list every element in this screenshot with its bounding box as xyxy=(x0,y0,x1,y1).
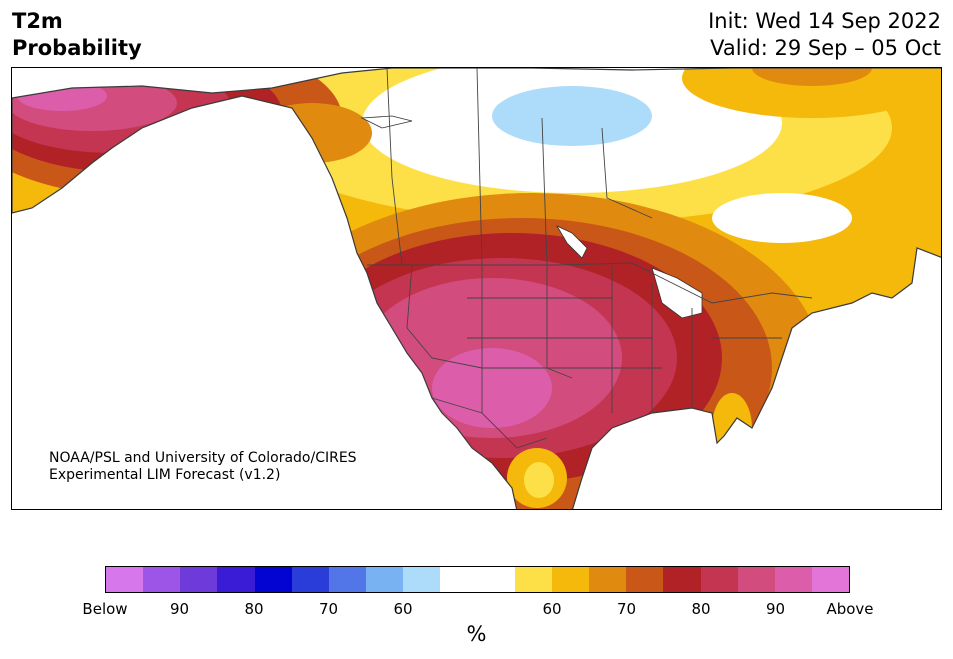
colorbar-cell xyxy=(403,567,441,592)
forecast-dates: Init: Wed 14 Sep 2022 Valid: 29 Sep – 05… xyxy=(708,8,941,62)
credit-line-1: NOAA/PSL and University of Colorado/CIRE… xyxy=(49,450,357,466)
init-date: Init: Wed 14 Sep 2022 xyxy=(708,9,941,33)
colorbar-ticks: Below 90 80 70 60 60 70 80 90 Above xyxy=(0,600,953,620)
colorbar-unit: % xyxy=(466,622,487,646)
valid-date: Valid: 29 Sep – 05 Oct xyxy=(710,36,941,60)
colorbar-cell xyxy=(626,567,664,592)
colorbar-tick-label: Above xyxy=(826,600,874,618)
colorbar-tick-label: 90 xyxy=(765,600,786,618)
colorbar-cell xyxy=(366,567,404,592)
colorbar-cell xyxy=(254,567,292,592)
title-line-2: Probability xyxy=(12,36,142,60)
colorbar-cell xyxy=(514,567,552,592)
colorbar-cell xyxy=(143,567,181,592)
colorbar-tick-label: 90 xyxy=(169,600,190,618)
map-title: T2m Probability xyxy=(12,8,142,62)
borders xyxy=(367,68,813,449)
colorbar-cell xyxy=(774,567,812,592)
colorbar-cell xyxy=(328,567,367,592)
colorbar xyxy=(105,566,850,593)
colorbar-cell xyxy=(217,567,255,592)
title-line-1: T2m xyxy=(12,9,63,33)
colorbar-cell xyxy=(663,567,701,592)
colorbar-tick-label: 60 xyxy=(393,600,413,618)
credit-text: NOAA/PSL and University of Colorado/CIRE… xyxy=(49,450,357,484)
map-canvas xyxy=(12,68,941,509)
colorbar-tick-label: 80 xyxy=(691,600,711,618)
colorbar-cell xyxy=(106,567,144,592)
colorbar-cell xyxy=(291,567,329,592)
colorbar-cell xyxy=(180,567,218,592)
probability-fill xyxy=(12,68,941,509)
colorbar-tick-label: 80 xyxy=(244,600,264,618)
colorbar-cell xyxy=(551,567,590,592)
colorbar-cell xyxy=(477,567,515,592)
colorbar-cell xyxy=(737,567,775,592)
colorbar-cell xyxy=(700,567,738,592)
colorbar-tick-label: 60 xyxy=(542,600,562,618)
colorbar-cell xyxy=(811,567,850,592)
probability-map xyxy=(11,67,942,510)
colorbar-tick-label: Below xyxy=(82,600,128,618)
colorbar-cell xyxy=(440,567,478,592)
coastlines xyxy=(12,68,941,509)
credit-line-2: Experimental LIM Forecast (v1.2) xyxy=(49,467,281,483)
colorbar-cell xyxy=(589,567,627,592)
lakes xyxy=(360,115,703,319)
colorbar-tick-label: 70 xyxy=(318,600,339,618)
colorbar-tick-label: 70 xyxy=(616,600,637,618)
